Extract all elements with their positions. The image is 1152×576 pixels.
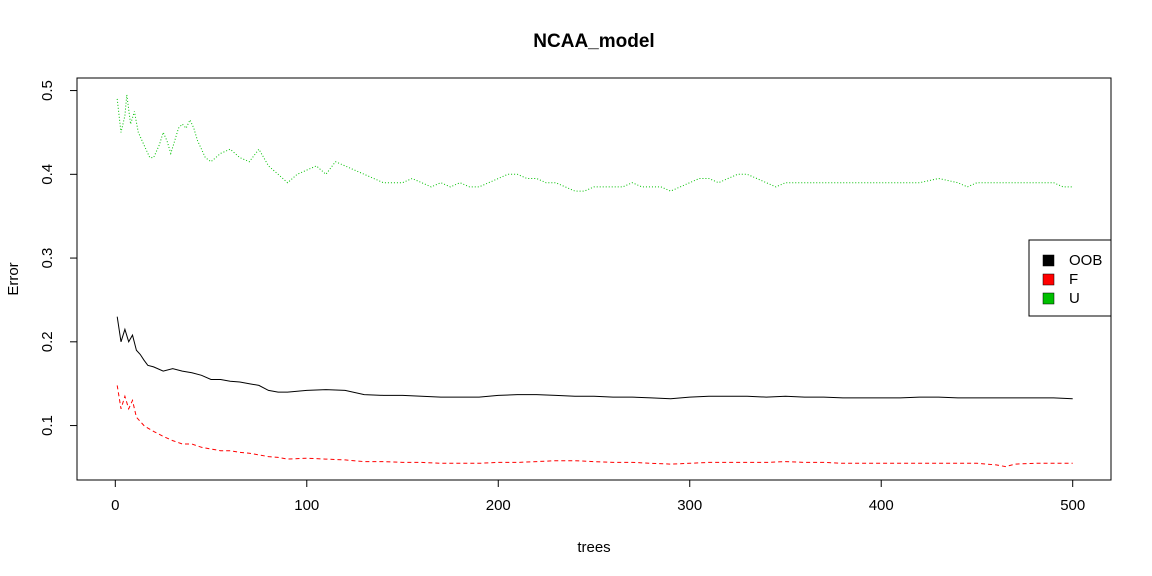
legend-label-oob: OOB bbox=[1069, 252, 1102, 269]
x-tick-label: 100 bbox=[294, 497, 319, 514]
x-axis: 0 100 200 300 400 500 bbox=[111, 479, 1085, 514]
legend-label-u: U bbox=[1069, 290, 1080, 307]
x-tick-label: 400 bbox=[869, 497, 894, 514]
x-tick-label: 500 bbox=[1060, 497, 1085, 514]
series-line-u bbox=[116, 94, 1073, 192]
y-axis-label: Error bbox=[5, 262, 22, 295]
y-tick-label: 0.5 bbox=[39, 80, 56, 101]
chart-title: NCAA_model bbox=[533, 31, 654, 52]
y-tick-label: 0.1 bbox=[39, 415, 56, 436]
plot-frame bbox=[76, 77, 1112, 481]
x-tick-label: 300 bbox=[677, 497, 702, 514]
legend-label-f: F bbox=[1069, 271, 1078, 288]
x-tick-label: 200 bbox=[486, 497, 511, 514]
series-layer bbox=[116, 94, 1073, 468]
legend-box bbox=[1028, 239, 1112, 317]
y-tick-label: 0.2 bbox=[39, 331, 56, 352]
series-line-oob bbox=[116, 316, 1073, 400]
legend-swatch-u bbox=[1042, 292, 1055, 305]
x-tick-label: 0 bbox=[111, 497, 119, 514]
legend-swatch-oob bbox=[1042, 254, 1055, 267]
legend-swatch-f bbox=[1042, 273, 1055, 286]
y-tick-label: 0.3 bbox=[39, 248, 56, 269]
y-tick-label: 0.4 bbox=[39, 164, 56, 185]
x-axis-label: trees bbox=[577, 539, 610, 556]
series-line-f bbox=[116, 385, 1073, 468]
y-axis: 0.1 0.2 0.3 0.4 0.5 bbox=[39, 80, 78, 436]
legend: OOB FU bbox=[1028, 239, 1112, 317]
